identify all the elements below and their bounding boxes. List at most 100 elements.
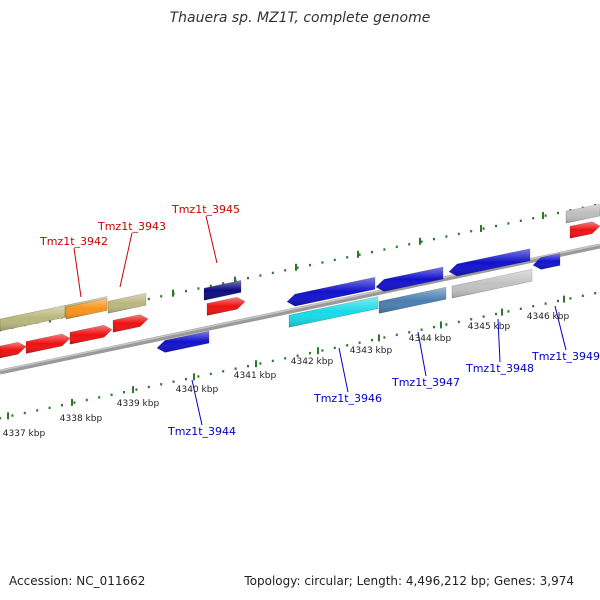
reverse-gene: [156, 330, 210, 353]
minor-tick: [482, 227, 485, 230]
scale-label: 4343 kbp: [350, 346, 393, 356]
gene-label-reverse: Tmz1t_3947: [391, 376, 460, 389]
minor-tick: [135, 388, 138, 391]
minor-tick: [333, 258, 336, 262]
minor-tick: [569, 297, 572, 300]
minor-tick: [507, 222, 510, 225]
scale-label: 4338 kbp: [60, 414, 103, 424]
major-tick: [542, 212, 544, 219]
minor-tick: [383, 248, 386, 251]
minor-tick: [371, 250, 373, 254]
scale-label: 4337 kbp: [3, 429, 46, 439]
minor-tick: [557, 211, 559, 215]
minor-tick: [532, 217, 535, 220]
scale-label: 4345 kbp: [468, 322, 511, 332]
minor-tick: [470, 230, 473, 233]
minor-tick: [470, 318, 473, 321]
minor-tick: [247, 276, 249, 280]
minor-tick: [61, 404, 63, 407]
gene-callout-reverse: Tmz1t_3946: [313, 347, 382, 405]
minor-tick: [197, 375, 200, 378]
minor-tick: [594, 292, 597, 295]
major-tick: [172, 289, 174, 297]
forward-gene: [25, 333, 71, 354]
major-tick: [7, 412, 9, 420]
minor-tick: [408, 243, 411, 246]
major-tick: [132, 386, 134, 394]
minor-tick: [259, 274, 262, 277]
major-tick: [357, 250, 359, 258]
minor-tick: [209, 284, 212, 288]
minor-tick: [284, 357, 287, 360]
minor-tick: [309, 263, 311, 267]
minor-tick: [346, 344, 349, 347]
minor-tick: [358, 341, 361, 344]
minor-tick: [482, 315, 485, 318]
major-tick: [295, 263, 297, 271]
reverse-tick-track: [0, 292, 597, 420]
minor-tick: [445, 235, 448, 238]
minor-tick: [433, 237, 435, 241]
minor-tick: [160, 383, 163, 386]
minor-tick: [172, 380, 175, 383]
minor-tick: [433, 325, 435, 329]
reverse-gene: [532, 253, 561, 270]
outer-feature-band: [0, 305, 66, 332]
gene-label-forward: Tmz1t_3945: [171, 203, 240, 216]
major-tick: [193, 373, 195, 381]
gene-label-reverse: Tmz1t_3949: [531, 350, 600, 363]
minor-tick: [333, 346, 336, 350]
minor-tick: [457, 232, 460, 236]
minor-tick: [495, 224, 497, 228]
minor-tick: [147, 385, 150, 389]
minor-tick: [222, 370, 225, 373]
minor-tick: [296, 354, 299, 357]
minor-tick: [532, 305, 535, 308]
reverse-gene: [375, 266, 444, 292]
scale-label: 4341 kbp: [234, 371, 277, 381]
minor-tick: [85, 398, 88, 402]
minor-tick: [23, 411, 26, 415]
gene-label-reverse: Tmz1t_3946: [313, 392, 382, 405]
minor-tick: [73, 401, 76, 404]
minor-tick: [519, 307, 522, 310]
minor-tick: [234, 367, 237, 370]
minor-tick: [557, 299, 559, 303]
forward-gene: [206, 296, 246, 316]
minor-tick: [123, 391, 125, 394]
minor-tick: [98, 396, 101, 399]
minor-tick: [0, 417, 1, 420]
major-tick: [317, 347, 319, 355]
minor-tick: [147, 297, 150, 301]
forward-gene: [203, 280, 242, 301]
minor-tick: [544, 302, 547, 305]
minor-tick: [110, 393, 113, 396]
minor-tick: [445, 323, 448, 326]
major-tick: [419, 237, 421, 245]
gene-callout-reverse: Tmz1t_3944: [167, 379, 236, 438]
minor-tick: [11, 414, 14, 417]
major-tick: [563, 295, 565, 303]
minor-tick: [222, 282, 225, 285]
gene-callouts: Tmz1t_3942 Tmz1t_3943 Tmz1t_3945 Tmz1t_3944…: [39, 203, 600, 438]
minor-tick: [371, 338, 373, 342]
scale-label: 4342 kbp: [291, 357, 334, 367]
major-tick: [255, 360, 257, 368]
gene-callout-reverse: Tmz1t_3947: [391, 331, 460, 389]
minor-tick: [358, 253, 361, 256]
gene-callout-reverse: Tmz1t_3948: [465, 318, 534, 375]
scale-label: 4344 kbp: [409, 334, 452, 344]
gene-callout-forward: Tmz1t_3945: [171, 203, 240, 264]
major-tick: [440, 321, 442, 329]
minor-tick: [271, 359, 274, 363]
minor-tick: [495, 312, 497, 316]
forward-gene: [569, 221, 600, 239]
outer-feature-band: [565, 203, 600, 224]
reverse-gene: [288, 296, 379, 328]
minor-tick: [185, 377, 187, 381]
accession-text: Accession: NC_011662: [9, 574, 146, 588]
forward-gene: [0, 341, 27, 359]
minor-tick: [197, 287, 200, 290]
